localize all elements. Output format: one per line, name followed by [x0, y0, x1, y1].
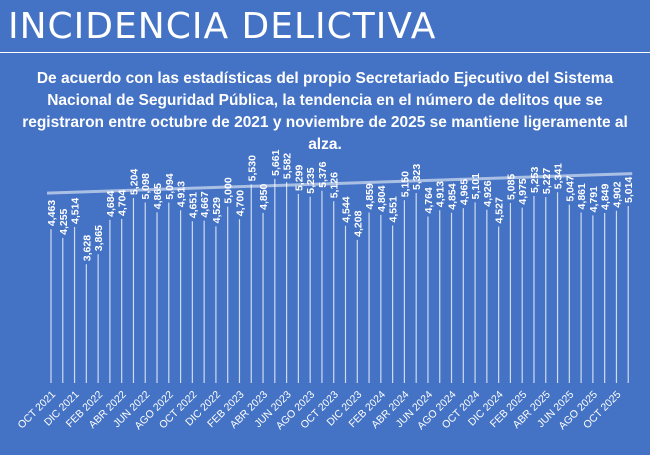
slide-description: De acuerdo con las estadísticas del prop… — [22, 70, 628, 153]
trend-line — [46, 172, 633, 195]
data-label: 4,208 — [352, 210, 364, 236]
data-label: 3,628 — [81, 235, 93, 261]
data-label: 4,926 — [482, 180, 494, 206]
data-label: 4,850 — [258, 183, 270, 209]
data-label: 4,965 — [458, 179, 470, 205]
data-label: 3,865 — [93, 225, 105, 251]
data-label: 5,299 — [293, 165, 305, 191]
data-label: 4,514 — [70, 198, 82, 224]
data-label: 4,865 — [152, 183, 164, 209]
data-label: 4,700 — [234, 190, 246, 216]
data-label: 5,530 — [246, 155, 258, 181]
data-label: 4,544 — [341, 196, 353, 222]
data-label: 4,684 — [105, 190, 117, 216]
data-label: 5,661 — [270, 149, 282, 175]
data-label: 5,227 — [541, 168, 553, 194]
data-label: 4,791 — [588, 186, 600, 212]
data-label: 4,861 — [576, 183, 588, 209]
data-label: 4,913 — [176, 181, 188, 207]
data-label: 4,975 — [517, 178, 529, 204]
slide-title: INCIDENCIA DELICTIVA — [8, 6, 437, 47]
data-label: 5,204 — [128, 169, 140, 195]
data-label: 5,094 — [164, 173, 176, 199]
data-label: 4,913 — [435, 181, 447, 207]
data-label: 4,255 — [58, 208, 70, 234]
data-label: 5,323 — [411, 164, 423, 190]
data-label: 4,804 — [376, 185, 388, 211]
data-label: 5,126 — [329, 172, 341, 198]
data-label: 4,849 — [600, 184, 612, 210]
data-label: 4,764 — [423, 187, 435, 213]
data-label: 5,582 — [282, 153, 294, 179]
data-label: 4,651 — [187, 192, 199, 218]
data-label: 4,704 — [117, 190, 129, 216]
data-label: 5,014 — [623, 177, 635, 203]
data-label: 5,000 — [223, 177, 235, 203]
data-label: 5,101 — [470, 173, 482, 199]
data-label: 4,551 — [388, 196, 400, 222]
data-label: 5,085 — [505, 174, 517, 200]
data-label: 4,854 — [447, 183, 459, 209]
data-label: 5,098 — [140, 173, 152, 199]
data-label: 5,047 — [564, 175, 576, 201]
data-label: 4,463 — [46, 200, 58, 226]
data-label: 5,376 — [317, 161, 329, 187]
data-label: 4,902 — [611, 181, 623, 207]
data-label: 5,253 — [529, 167, 541, 193]
data-label: 5,235 — [305, 167, 317, 193]
data-label: 4,667 — [199, 191, 211, 217]
data-label: 5,150 — [399, 171, 411, 197]
data-label: 4,529 — [211, 197, 223, 223]
title-divider — [0, 52, 650, 53]
data-label: 4,527 — [494, 197, 506, 223]
data-label: 4,859 — [364, 183, 376, 209]
